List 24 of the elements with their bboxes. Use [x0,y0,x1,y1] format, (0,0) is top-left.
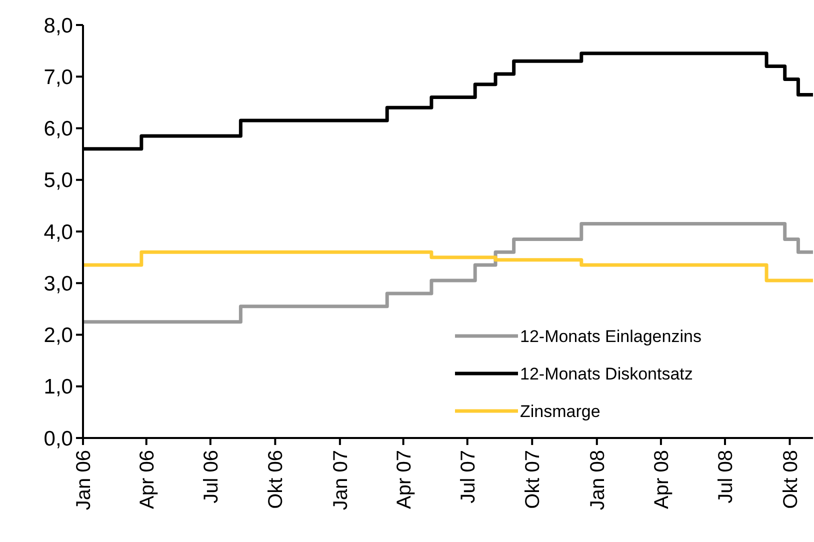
x-tick-label: Apr 07 [393,450,416,509]
legend-label: 12-Monats Einlagenzins [520,326,702,346]
y-tick-label: 4,0 [44,220,73,244]
x-tick-label: Jan 08 [586,450,609,510]
y-tick-label: 0,0 [44,427,73,450]
y-tick-label: 2,0 [44,324,73,348]
x-tick-label: Jul 06 [200,450,222,504]
y-tick-label: 7,0 [44,66,73,89]
x-tick-label: Apr 06 [136,450,158,509]
x-tick-label: Jul 07 [457,450,480,504]
y-tick-label: 1,0 [44,376,73,399]
x-tick-label: Okt 06 [265,450,288,509]
x-tick-label: Okt 08 [780,450,802,509]
y-tick-label: 6,0 [44,118,73,141]
x-tick-label: Apr 08 [650,450,673,509]
y-tick-label: 5,0 [44,169,73,192]
legend-label: Zinsmarge [520,402,600,421]
x-tick-label: Jan 06 [73,450,95,510]
x-tick-label: Okt 07 [522,450,544,509]
x-tick-label: Jan 07 [330,450,352,510]
y-tick-label: 3,0 [44,272,73,296]
legend-label: 12-Monats Diskontsatz [520,364,693,384]
y-tick-label: 8,0 [44,14,73,38]
x-tick-label: Jul 08 [715,450,738,504]
